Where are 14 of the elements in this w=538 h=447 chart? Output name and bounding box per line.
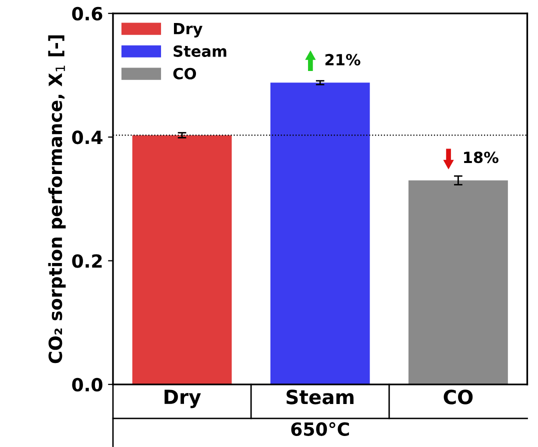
legend-label: CO	[173, 68, 196, 80]
x-axis-title: 650°C	[291, 422, 349, 436]
x-tick-label: CO	[444, 390, 473, 404]
x-tick-label: Steam	[286, 390, 354, 404]
legend-label: Steam	[174, 45, 226, 57]
legend-label: Dry	[174, 23, 202, 38]
x-tick-label: Dry	[164, 390, 201, 408]
y-tick-label: 0.4	[72, 130, 102, 144]
y-tick-label: 0.6	[72, 6, 102, 21]
annotation: 21%	[325, 54, 360, 66]
y-tick-label: 0.2	[72, 254, 102, 268]
y-tick-label: 0.0	[72, 378, 102, 392]
y-axis-title: CO₂ sorption performance, X$_{1}$ [-]	[48, 35, 66, 364]
annotation: 18%	[464, 152, 498, 164]
